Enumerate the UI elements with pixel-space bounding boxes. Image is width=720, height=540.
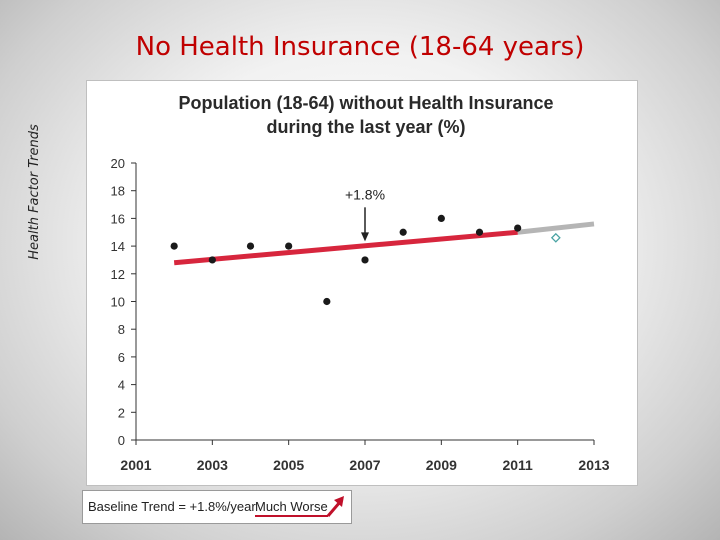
x-tick-label: 2003 — [197, 457, 228, 473]
annotation-arrow-head — [361, 232, 369, 242]
x-tick-label: 2007 — [349, 457, 380, 473]
data-point — [285, 242, 293, 250]
chart-title-line2: during the last year (%) — [266, 117, 465, 137]
data-point — [399, 228, 407, 236]
data-point — [361, 256, 369, 264]
y-tick-label: 8 — [118, 322, 125, 337]
y-tick-label: 4 — [118, 378, 125, 393]
y-tick-label: 18 — [111, 184, 125, 199]
y-tick-label: 6 — [118, 350, 125, 365]
y-tick-label: 14 — [111, 239, 125, 254]
side-label: Health Factor Trends — [27, 124, 42, 260]
data-point — [514, 224, 522, 232]
y-tick-label: 10 — [111, 295, 125, 310]
baseline-trend-line — [173, 229, 518, 266]
target-marker — [550, 232, 561, 243]
data-point — [475, 228, 484, 236]
slide-title: No Health Insurance (18-64 years) — [135, 32, 585, 62]
chart: Population (18-64) without Health Insura… — [111, 93, 610, 473]
x-tick-label: 2009 — [426, 457, 457, 473]
annotation-label: +1.8% — [345, 186, 385, 202]
chart-title-line1: Population (18-64) without Health Insura… — [178, 93, 553, 113]
projected-trend-line — [517, 221, 595, 235]
x-tick-label: 2005 — [273, 457, 304, 473]
y-tick-label: 20 — [111, 156, 125, 171]
chart-panel: Population (18-64) without Health Insura… — [86, 80, 638, 486]
y-tick-label: 2 — [118, 405, 125, 420]
y-tick-label: 0 — [118, 433, 125, 448]
x-tick-label: 2011 — [502, 457, 533, 473]
data-point — [323, 297, 331, 306]
x-tick-label: 2013 — [578, 457, 609, 473]
worse-arrow-icon — [326, 496, 344, 517]
legend: Baseline Trend = +1.8%/year Much Worse — [82, 490, 352, 524]
y-tick-label: 16 — [111, 211, 125, 226]
data-point — [437, 214, 445, 222]
data-point — [170, 242, 178, 250]
data-point — [208, 256, 216, 264]
data-point — [246, 242, 255, 250]
x-tick-label: 2001 — [120, 457, 151, 473]
legend-text: Baseline Trend = +1.8%/year — [88, 499, 256, 514]
legend-status: Much Worse — [255, 499, 328, 517]
y-tick-label: 12 — [111, 267, 125, 282]
